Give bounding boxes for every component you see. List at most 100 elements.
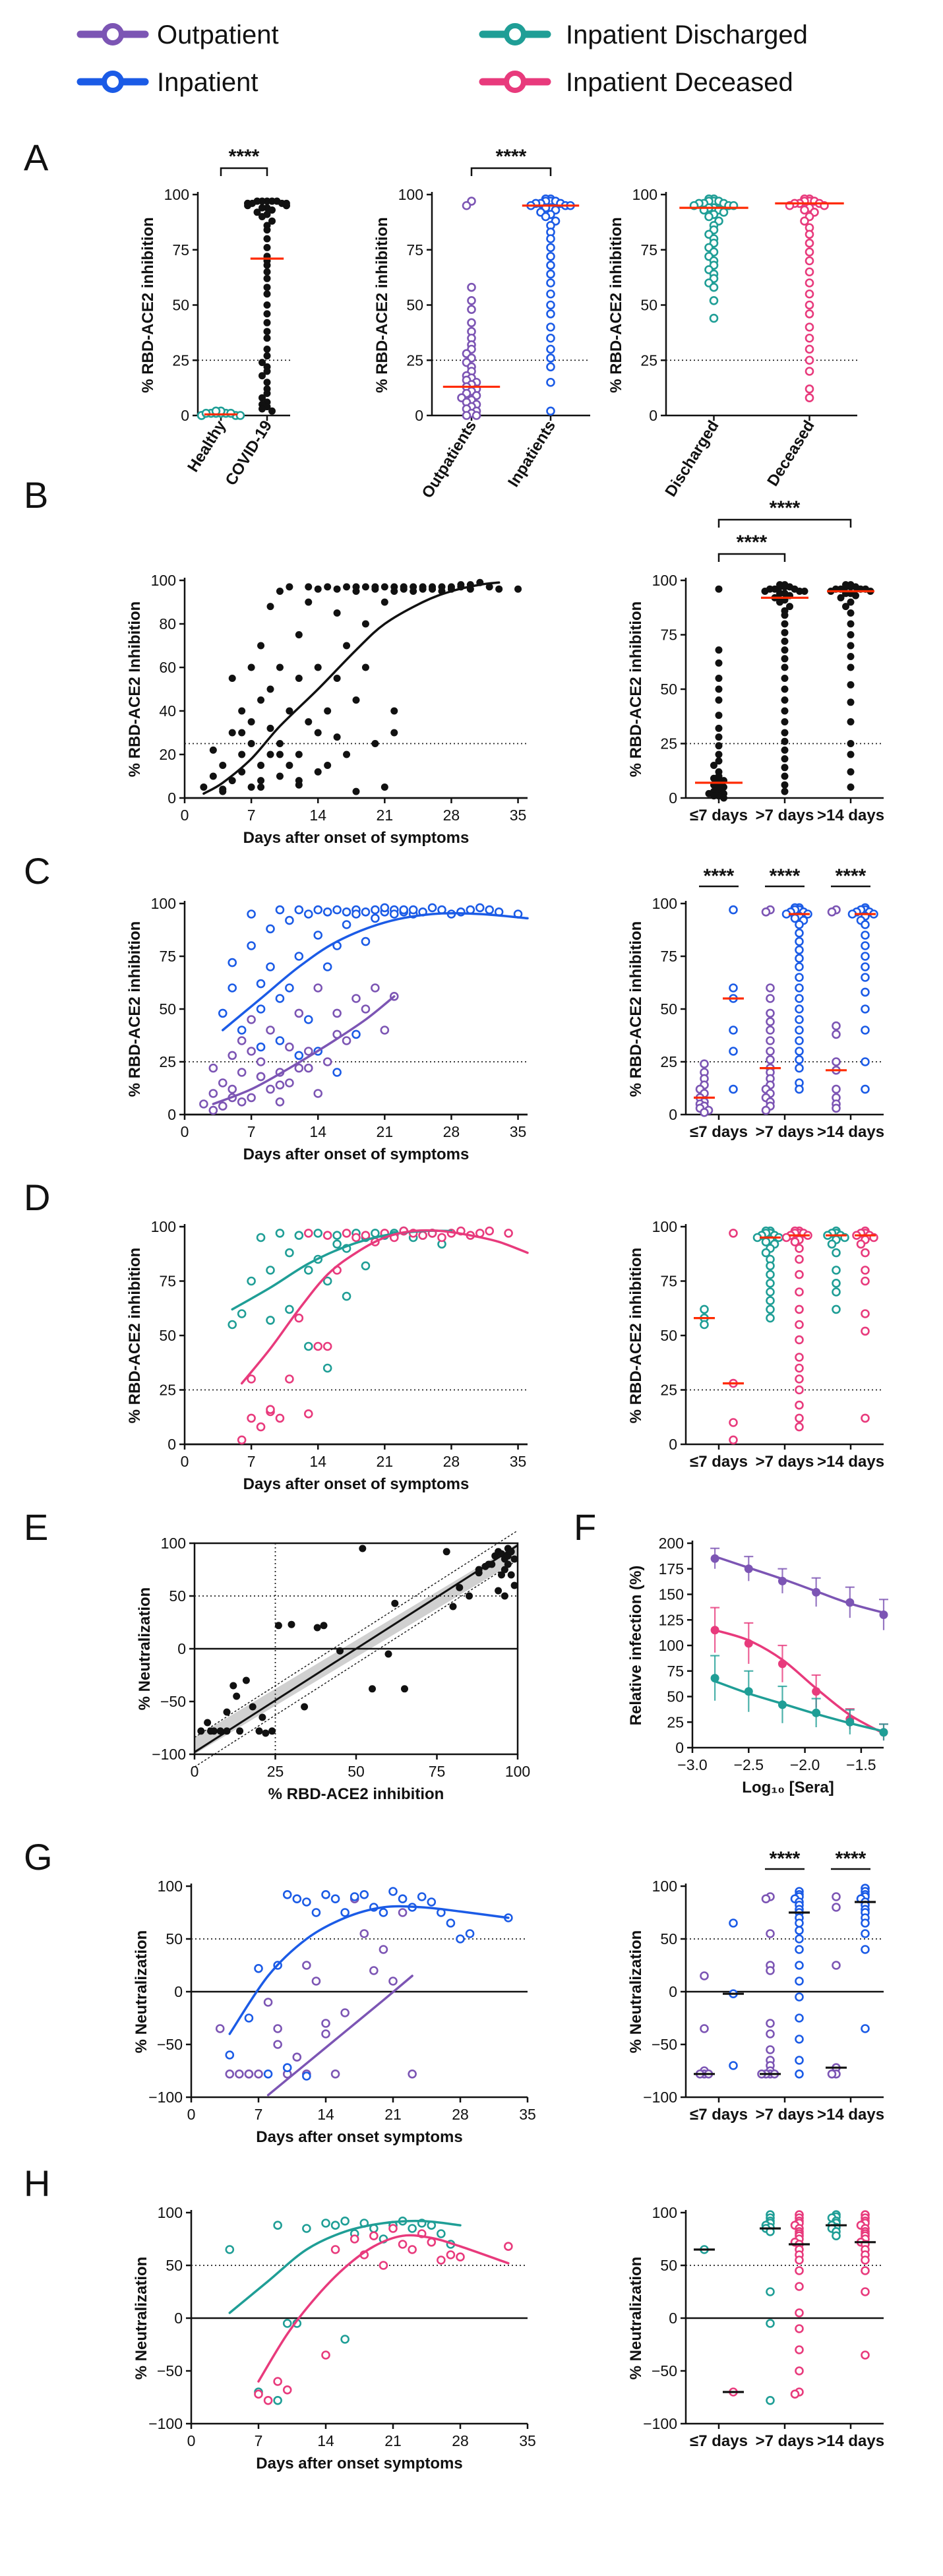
data-point xyxy=(795,2056,804,2065)
y-tick-label: 100 xyxy=(151,1218,176,1235)
data-point xyxy=(786,603,793,611)
data-point xyxy=(321,2029,330,2039)
data-point xyxy=(805,355,814,365)
data-point xyxy=(766,1017,775,1026)
y-tick-label: 75 xyxy=(172,241,189,259)
data-point xyxy=(208,1105,218,1115)
panel-letter-a: A xyxy=(24,137,49,178)
data-point xyxy=(361,620,369,628)
data-point xyxy=(795,945,804,955)
y-tick-label: 100 xyxy=(632,186,657,203)
data-point xyxy=(847,653,855,660)
data-point xyxy=(832,1279,841,1288)
data-point xyxy=(795,1320,804,1330)
data-point xyxy=(254,2070,263,2079)
data-point xyxy=(795,2308,804,2317)
data-point xyxy=(361,583,369,591)
data-point xyxy=(795,1363,804,1373)
data-point xyxy=(790,2389,800,2399)
chart-h-neutralization-by-timepoint: −100 −50 0 50 100 % Neutralization ≤7 days >7 d… xyxy=(627,2204,884,2450)
data-point xyxy=(247,941,256,950)
data-point xyxy=(342,907,351,917)
data-point xyxy=(380,583,388,591)
y-tick-label: 50 xyxy=(667,1688,684,1705)
data-point xyxy=(805,393,814,403)
data-point xyxy=(795,1413,804,1423)
data-point xyxy=(795,2035,804,2044)
x-tick-label: 35 xyxy=(510,807,527,824)
data-point xyxy=(266,1084,275,1094)
data-point xyxy=(340,2335,350,2344)
data-point xyxy=(715,696,723,704)
data-point xyxy=(350,1892,359,1901)
data-point xyxy=(715,724,723,732)
data-point xyxy=(314,729,322,737)
y-axis-title: % RBD-ACE2 Inhibition xyxy=(126,601,144,778)
data-point xyxy=(266,685,274,693)
data-point xyxy=(546,322,555,332)
data-point xyxy=(805,289,814,299)
data-point xyxy=(216,1727,224,1735)
fit-curve xyxy=(240,1229,529,1385)
y-tick-label: 25 xyxy=(660,1382,677,1399)
data-point xyxy=(504,2242,513,2251)
fit-curve xyxy=(228,1905,510,2035)
data-point xyxy=(361,1004,371,1014)
y-tick-label: 60 xyxy=(159,659,176,676)
data-point xyxy=(861,1084,870,1094)
data-point xyxy=(861,987,870,997)
data-point xyxy=(842,603,849,611)
data-point xyxy=(847,768,855,776)
data-point xyxy=(359,1545,367,1552)
data-point xyxy=(263,274,271,282)
x-tick-label: 14 xyxy=(309,1123,326,1140)
data-point xyxy=(361,907,371,917)
data-point xyxy=(247,1015,256,1024)
data-point xyxy=(294,952,304,961)
data-point xyxy=(781,646,789,654)
chart-b-inhibition-by-timepoint: 0 25 50 75 100 % RBD-ACE2 inhibition ≤7 days >7… xyxy=(627,497,884,824)
data-point xyxy=(805,322,814,332)
data-point xyxy=(781,746,789,754)
legend: Outpatient Inpatient Discharged Inpatien… xyxy=(76,20,808,97)
data-point xyxy=(700,1320,709,1330)
data-point xyxy=(781,655,789,663)
chart-e-neutralization-vs-inhibition: −100 −50 0 50 100 0 25 50 75 100 % RBD-ACE2 inhibi… xyxy=(136,1530,530,1803)
data-point xyxy=(729,1418,738,1427)
data-point xyxy=(322,1276,332,1286)
data-point xyxy=(795,2255,804,2265)
data-point xyxy=(715,751,723,758)
data-point xyxy=(303,1063,313,1073)
data-point xyxy=(399,905,409,915)
data-point xyxy=(276,588,284,595)
data-point xyxy=(847,642,855,650)
data-point xyxy=(256,1422,266,1432)
data-point xyxy=(235,411,245,420)
data-point xyxy=(456,1934,465,1944)
y-axis-title: % RBD-ACE2 inhibition xyxy=(126,921,144,1097)
x-tick-label: 35 xyxy=(510,1123,527,1140)
data-point xyxy=(442,1548,450,1556)
data-point xyxy=(446,2250,456,2259)
data-point xyxy=(766,1270,775,1279)
y-axis-title: Relative infection (%) xyxy=(627,1566,645,1726)
data-point xyxy=(237,1026,247,1035)
data-point xyxy=(259,213,266,220)
data-point xyxy=(781,629,789,636)
data-point xyxy=(313,1089,323,1098)
data-point xyxy=(263,2396,273,2405)
data-point xyxy=(228,675,236,682)
data-point xyxy=(485,583,493,591)
y-tick-label: 100 xyxy=(398,186,423,203)
data-point xyxy=(247,663,255,671)
data-point xyxy=(369,2231,379,2240)
data-point xyxy=(256,1057,266,1066)
data-point xyxy=(275,1080,285,1089)
data-point xyxy=(795,983,804,993)
y-tick-label: −50 xyxy=(160,1693,186,1710)
data-point xyxy=(498,1550,505,1558)
data-point xyxy=(847,663,855,671)
data-point xyxy=(257,642,265,650)
chart-f-relative-infection: 0 25 50 75 100 125 150 175 200 −3.0 −2.5 −2.0 −1.5 Lo… xyxy=(627,1535,888,1796)
data-point xyxy=(342,1036,351,1045)
